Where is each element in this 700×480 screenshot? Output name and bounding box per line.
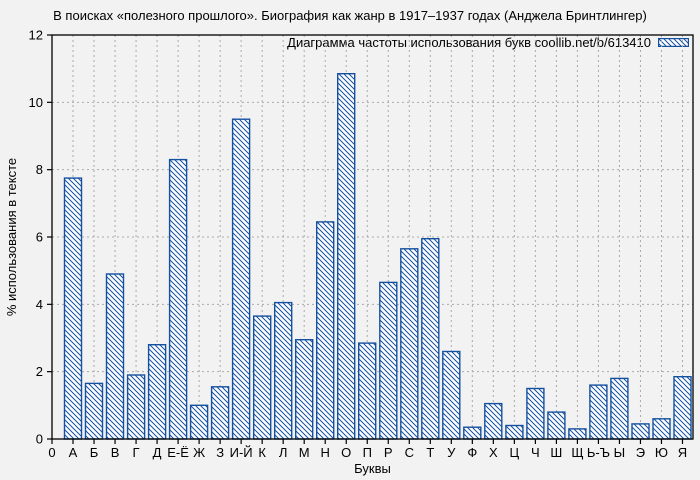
bar [84,382,104,440]
y-tick-label: 12 [29,28,43,43]
x-tick-label: З [216,445,224,460]
x-tick-label: И-Й [230,445,253,460]
x-tick-label: Л [279,445,288,460]
bar [610,377,629,440]
x-tick-label: Ю [655,445,668,460]
bar [484,402,503,440]
y-tick-label: 2 [36,364,43,379]
x-tick-label: Э [636,445,645,460]
bar [147,344,167,440]
x-tick-label: Н [321,445,330,460]
bar [379,281,398,440]
bar [400,248,419,440]
bar [168,158,188,440]
x-tick-label: Ж [193,445,205,460]
legend: Диаграмма частоты использования букв coo… [287,34,689,50]
x-tick-label: Ы [614,445,626,460]
x-tick-label: Ц [510,445,520,460]
ticks [47,34,684,444]
x-tick-label: П [363,445,372,460]
bar [526,387,545,440]
y-tick-label: 4 [36,297,43,312]
y-tick-label: 8 [36,162,43,177]
bar [210,386,230,440]
x-tick-label: К [258,445,266,460]
bar [295,339,314,440]
bar [421,237,440,440]
bar [274,301,293,440]
x-tick-label: Е-Ё [167,445,189,460]
x-tick-label: М [299,445,310,460]
x-origin-label: 0 [48,445,55,460]
bar [126,374,146,440]
x-tick-label: Р [384,445,393,460]
x-tick-label: Т [426,445,434,460]
x-tick-label: У [447,445,456,460]
bar [589,384,608,440]
bars [63,72,692,440]
y-tick-label: 0 [36,432,43,447]
x-tick-label: Щ [571,445,583,460]
bar [189,404,209,440]
x-tick-label: Я [678,445,687,460]
x-tick-label: Б [90,445,99,460]
x-axis-label: Буквы [354,461,391,476]
bar [547,411,566,440]
x-tick-label: Г [133,445,140,460]
x-tick-label: Ф [467,445,477,460]
x-tick-label: Д [153,445,162,460]
bar [252,315,272,440]
bar [631,423,650,440]
bar [358,342,377,440]
bar [568,428,587,440]
x-tick-label: Ь-Ъ [587,445,610,460]
bar [316,221,335,440]
legend-label: Диаграмма частоты использования букв coo… [287,34,651,50]
x-tick-label: Ч [531,445,540,460]
bar [652,418,671,440]
bar [231,118,251,440]
bar [337,72,356,440]
x-tick-label: Х [489,445,498,460]
x-tick-label: Ш [550,445,562,460]
bar [63,177,83,440]
x-tick-label: О [341,445,351,460]
y-tick-label: 6 [36,230,43,245]
x-tick-label: А [69,445,78,460]
legend-swatch-icon [658,37,689,47]
x-tick-label: В [111,445,120,460]
bar [442,350,461,440]
chart-title: В поисках «полезного прошлого». Биографи… [53,8,647,23]
bar [673,376,692,440]
y-tick-label: 10 [29,95,43,110]
x-tick-label: С [405,445,414,460]
bar [505,424,524,440]
bar [105,273,125,440]
bar [463,426,482,440]
